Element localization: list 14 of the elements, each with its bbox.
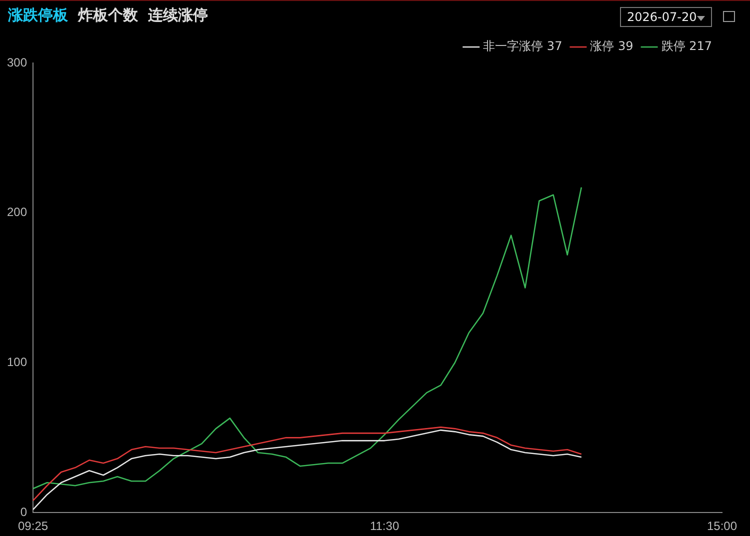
y-tick-label: 0 bbox=[20, 504, 28, 519]
legend-label: 跌停 217 bbox=[661, 39, 712, 54]
chart-title: 涨跌停板 bbox=[8, 6, 68, 25]
text: 连续涨停 bbox=[148, 6, 208, 25]
legend-label: 涨停 39 bbox=[590, 39, 634, 54]
y-tick-label: 300 bbox=[6, 55, 28, 70]
x-tick-label: 15:00 bbox=[706, 519, 738, 534]
x-tick-label: 09:25 bbox=[18, 519, 48, 534]
text: 2026-07-20 bbox=[627, 10, 697, 24]
legend-label: 非一字涨停 37 bbox=[483, 39, 562, 54]
y-tick-label: 100 bbox=[6, 355, 28, 370]
x-tick-label: 11:30 bbox=[370, 519, 400, 534]
y-tick-label: 200 bbox=[6, 205, 28, 220]
text: 炸板个数 bbox=[78, 6, 138, 25]
